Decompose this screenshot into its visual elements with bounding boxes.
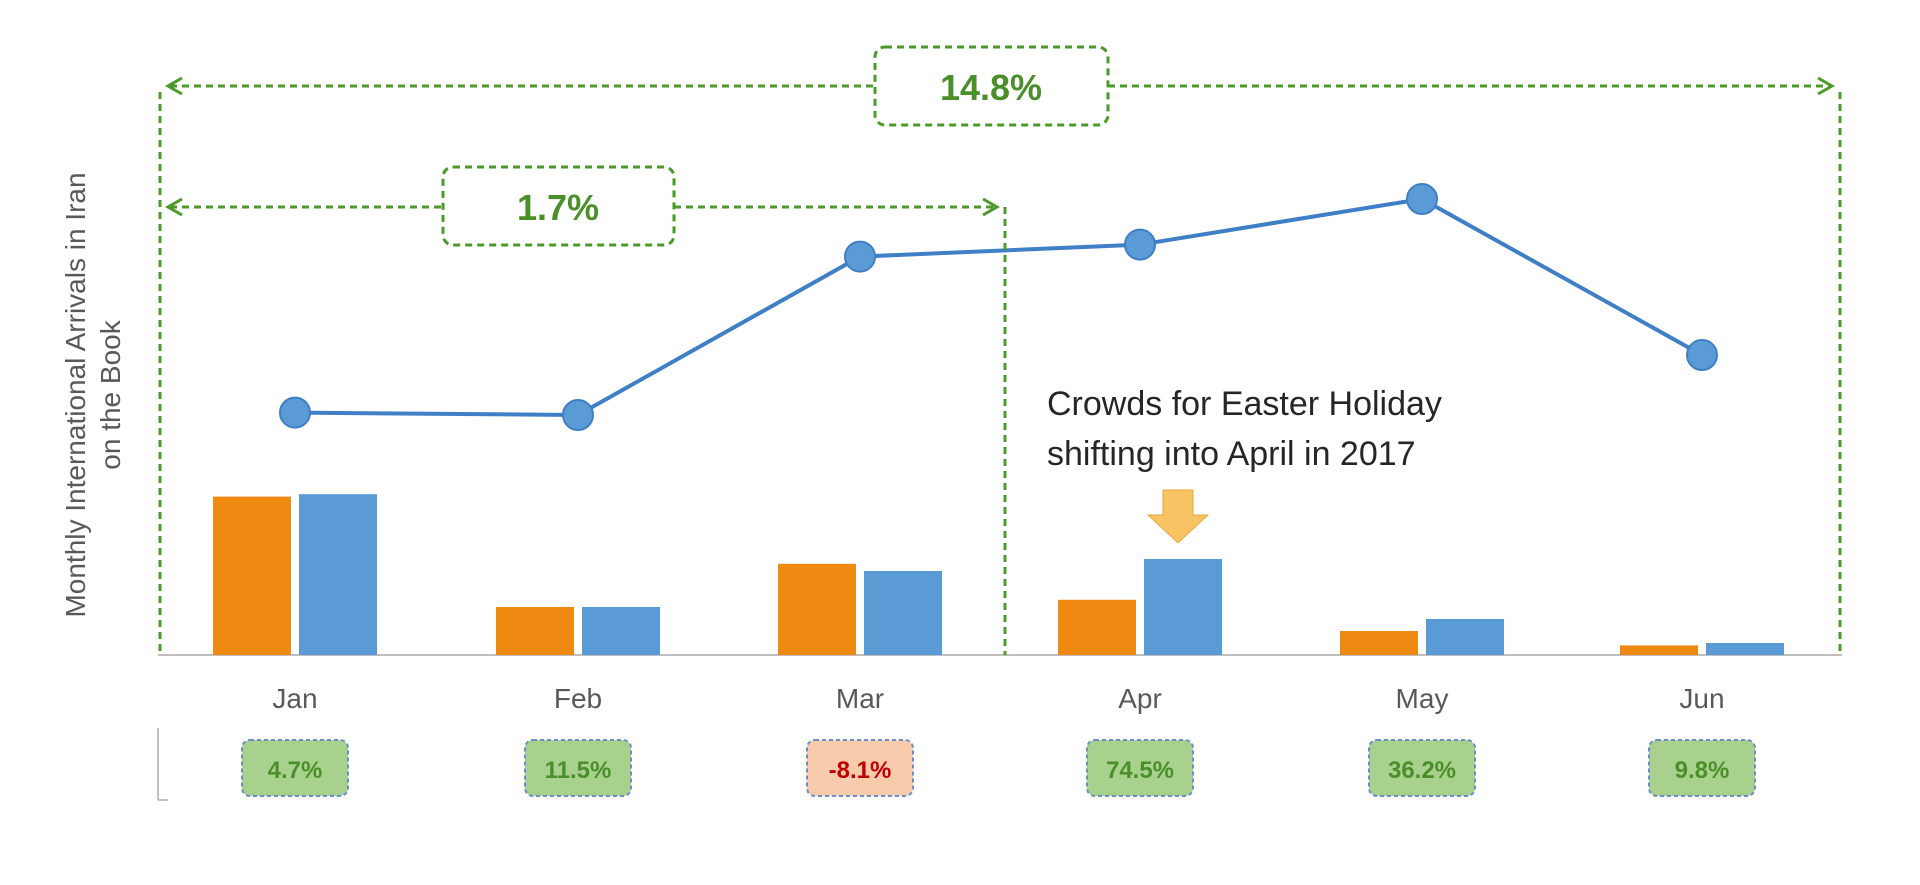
bar-feb-series-1 (496, 607, 574, 655)
x-tick-label: May (1396, 683, 1449, 714)
line-point-mar (844, 240, 876, 273)
growth-badge (806, 739, 914, 797)
growth-badge-label: 74.5% (1106, 757, 1174, 784)
line-point-apr (1124, 228, 1156, 261)
bar-may-series-1 (1340, 631, 1418, 655)
range-inner-label: 1.7% (517, 187, 599, 228)
growth-badge (241, 739, 349, 797)
range-inner-arrowhead-right (982, 197, 1001, 217)
y-axis-label-line: on the Book (95, 319, 126, 469)
bar-mar-series-2 (864, 571, 942, 655)
growth-badge-label: 36.2% (1388, 757, 1456, 784)
line-point-feb (562, 399, 594, 431)
bar-mar-series-1 (778, 563, 856, 655)
y-axis-label: Monthly International Arrivals in Iran on… (60, 172, 126, 617)
bar-feb-series-2 (582, 607, 660, 655)
growth-badge (524, 739, 632, 797)
plot-area: Monthly International Arrivals in Iran on… (60, 45, 1842, 801)
growth-badge-label: 4.7% (268, 757, 323, 784)
growth-badge (1086, 739, 1194, 797)
growth-badge-label: 9.8% (1675, 757, 1730, 784)
line-point-may (1406, 183, 1438, 215)
range-outer-arrowhead-left (164, 76, 183, 96)
x-tick-label: Mar (836, 683, 884, 714)
bar-may-series-2 (1426, 619, 1504, 655)
bar-jun-series-1 (1620, 645, 1698, 655)
x-tick-label: Feb (554, 683, 602, 714)
growth-badge-label: -8.1% (829, 757, 892, 784)
y-axis-label-line: Monthly International Arrivals in Iran (60, 172, 91, 617)
line-series (294, 196, 1703, 418)
growth-badge (1368, 739, 1476, 797)
growth-badge (1648, 739, 1756, 797)
x-tick-label: Apr (1118, 683, 1162, 714)
range-outer-arrowhead-right (1817, 76, 1836, 96)
range-inner-arrowhead-left (164, 197, 183, 217)
growth-badge-label: 11.5% (545, 757, 612, 784)
annotation-down-arrow (1146, 489, 1210, 544)
x-tick-label: Jan (272, 683, 317, 714)
range-outer-label-box (873, 45, 1110, 127)
range-outer-label: 14.8% (940, 67, 1042, 108)
bar-apr-series-2 (1144, 559, 1222, 655)
bar-jan-series-2 (299, 494, 377, 655)
annotation-text-line: Crowds for Easter Holiday (1047, 385, 1442, 423)
range-inner-label-box (441, 165, 676, 247)
annotation-text-line: shifting into April in 2017 (1047, 435, 1416, 473)
line-point-jun (1686, 339, 1718, 371)
bar-jan-series-1 (213, 496, 291, 655)
bar-apr-series-1 (1058, 599, 1136, 655)
bar-jun-series-2 (1706, 643, 1784, 655)
x-tick-label: Jun (1679, 683, 1724, 714)
line-point-jan (279, 396, 311, 429)
